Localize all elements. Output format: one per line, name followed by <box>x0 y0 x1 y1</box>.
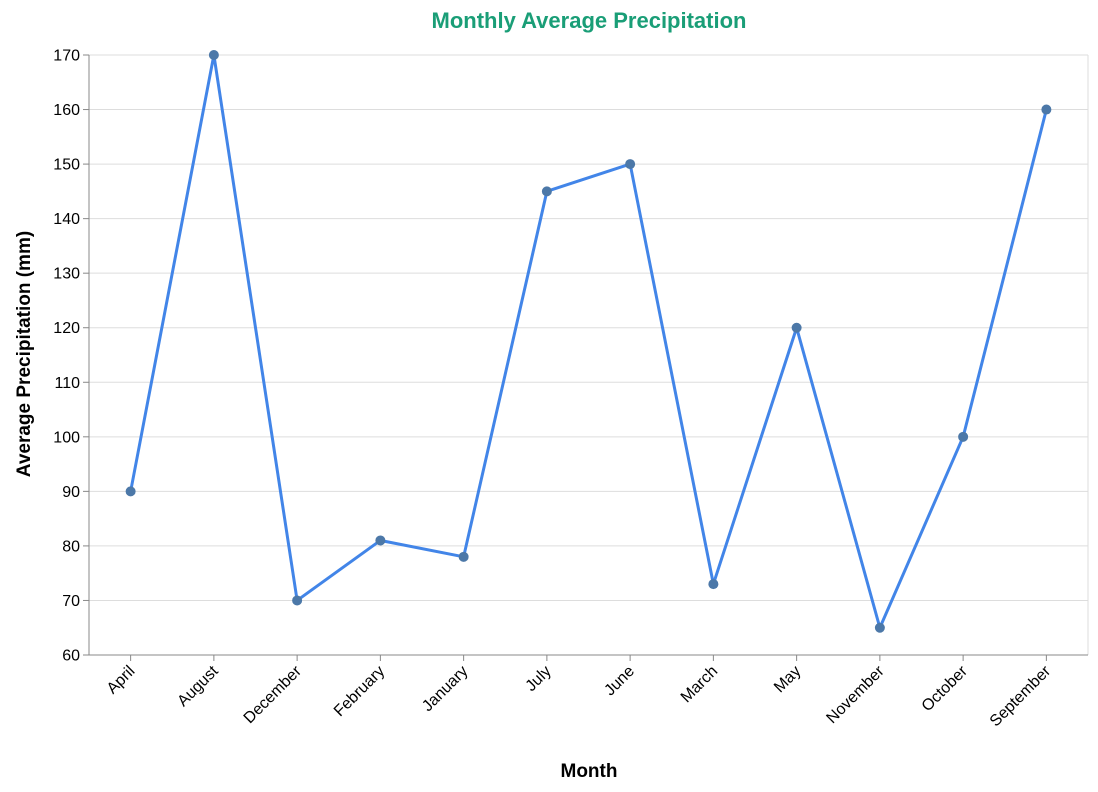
x-tick-label: May <box>771 663 804 696</box>
x-tick-label: July <box>523 663 555 695</box>
x-tick-label: February <box>331 663 388 720</box>
y-tick-label: 110 <box>54 375 80 392</box>
y-tick-label: 120 <box>53 320 80 337</box>
x-tick-label: April <box>104 663 139 698</box>
x-tick-label: January <box>419 663 471 715</box>
data-point <box>958 431 969 442</box>
y-tick-label: 170 <box>53 48 80 65</box>
data-point <box>125 486 136 497</box>
data-point <box>874 622 885 633</box>
data-point <box>375 535 386 546</box>
x-axis-title: Month <box>561 761 618 782</box>
y-tick-label: 80 <box>62 538 80 555</box>
y-tick-label: 130 <box>53 266 80 283</box>
y-tick-label: 150 <box>53 157 80 174</box>
data-point <box>791 322 802 333</box>
data-point <box>625 159 636 170</box>
x-tick-label: June <box>601 663 638 700</box>
y-tick-label: 140 <box>53 211 80 228</box>
series-layer <box>125 50 1052 633</box>
y-tick-label: 160 <box>53 102 80 119</box>
series-line <box>129 53 1048 630</box>
y-tick-label: 90 <box>62 484 80 501</box>
data-point <box>1041 104 1052 115</box>
x-tick-label: August <box>174 662 222 710</box>
data-point <box>708 579 719 590</box>
data-point <box>458 551 469 562</box>
y-tick-label: 100 <box>53 429 80 446</box>
chart-title: Monthly Average Precipitation <box>432 8 747 33</box>
y-tick-label: 70 <box>62 593 80 610</box>
data-point <box>541 186 552 197</box>
y-axis-title: Average Precipitation (mm) <box>14 231 35 477</box>
x-tick-label: March <box>678 663 721 706</box>
x-tick-label: October <box>919 662 972 715</box>
gridlines <box>89 54 1089 656</box>
x-tick-label: December <box>241 662 306 727</box>
data-point <box>208 50 219 60</box>
axes: 60 70 80 90 100 110 120 130 140 150 160 170 April Aug… <box>53 48 1088 730</box>
y-tick-label: 60 <box>62 648 80 665</box>
x-tick-label: November <box>823 662 888 727</box>
data-point <box>292 595 303 606</box>
x-tick-label: September <box>987 662 1055 730</box>
